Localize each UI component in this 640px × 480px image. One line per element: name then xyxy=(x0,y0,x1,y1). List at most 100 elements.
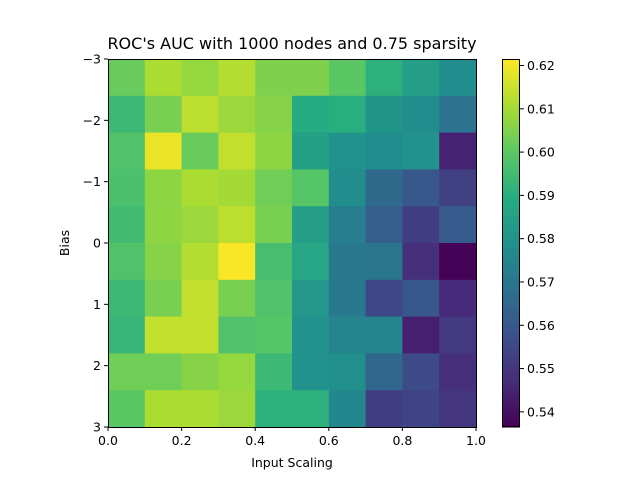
plot-frame xyxy=(108,59,477,428)
heatmap-cell xyxy=(218,132,256,170)
y-tick-label: −2 xyxy=(83,113,101,128)
colorbar-swatch xyxy=(502,67,520,72)
colorbar-swatch xyxy=(502,295,520,300)
heatmap-cell xyxy=(439,243,477,281)
colorbar-swatch xyxy=(502,247,520,252)
heatmap-cell xyxy=(292,316,330,354)
heatmap-cell xyxy=(402,279,440,318)
colorbar-swatch xyxy=(502,423,520,428)
x-tick-label: 0.0 xyxy=(98,433,118,448)
heatmap-cell xyxy=(255,279,293,318)
chart-title: ROC's AUC with 1000 nodes and 0.75 spars… xyxy=(107,34,476,53)
colorbar-swatch xyxy=(502,131,520,136)
heatmap-cell xyxy=(108,132,146,170)
colorbar-tick-label: 0.61 xyxy=(527,101,555,116)
y-tick-label: 3 xyxy=(93,420,101,435)
colorbar-swatch xyxy=(502,335,520,340)
colorbar-swatch xyxy=(502,99,520,104)
heatmap-cell xyxy=(402,132,440,170)
heatmap-cell xyxy=(439,206,477,244)
colorbar-tick-label: 0.55 xyxy=(527,361,555,376)
colorbar-swatch xyxy=(502,419,520,424)
heatmap-cell xyxy=(328,169,367,207)
colorbar-swatch xyxy=(502,403,520,408)
colorbar-swatch xyxy=(502,91,520,96)
colorbar-swatch xyxy=(502,71,520,76)
heatmap-cell xyxy=(328,132,367,170)
heatmap-cell xyxy=(402,169,440,207)
colorbar-swatch xyxy=(502,307,520,312)
colorbar-swatch xyxy=(502,87,520,92)
heatmap-cell xyxy=(108,279,146,318)
heatmap-cell xyxy=(144,353,183,391)
heatmap-cell xyxy=(181,390,219,428)
colorbar-swatch xyxy=(502,139,520,144)
heatmap-cell xyxy=(144,169,183,207)
colorbar-swatch xyxy=(502,399,520,404)
colorbar-swatch xyxy=(502,275,520,280)
colorbar-swatch xyxy=(502,195,520,200)
heatmap-cell xyxy=(108,59,146,97)
heatmap-cell xyxy=(402,390,440,428)
colorbar-swatch xyxy=(502,135,520,140)
colorbar-swatch xyxy=(502,315,520,320)
heatmap-cell xyxy=(144,59,183,97)
x-axis-label: Input Scaling xyxy=(251,455,333,470)
heatmap-cell xyxy=(181,59,219,97)
colorbar-swatch xyxy=(502,395,520,400)
heatmap-cell xyxy=(108,353,146,391)
heatmap-cell xyxy=(328,353,367,391)
heatmap-cell xyxy=(439,279,477,318)
colorbar-swatch xyxy=(502,391,520,396)
colorbar-tick-label: 0.57 xyxy=(527,274,555,289)
colorbar-swatch xyxy=(502,351,520,356)
heatmap-cell xyxy=(365,95,403,134)
colorbar-swatch xyxy=(502,311,520,316)
heatmap-cell xyxy=(292,243,330,281)
heatmap-cell xyxy=(255,59,293,97)
colorbar-swatch xyxy=(502,267,520,272)
heatmap-cell xyxy=(365,59,403,97)
colorbar-swatch xyxy=(502,387,520,392)
colorbar-swatch xyxy=(502,379,520,384)
colorbar-swatch xyxy=(502,319,520,324)
heatmap-cell xyxy=(181,316,219,354)
heatmap-cell xyxy=(181,169,219,207)
heatmap-cell xyxy=(328,279,367,318)
heatmap-cell xyxy=(365,169,403,207)
colorbar-swatch xyxy=(502,107,520,112)
colorbar-swatch xyxy=(502,199,520,204)
heatmap-cell xyxy=(218,59,256,97)
colorbar-swatch xyxy=(502,155,520,160)
heatmap-cell xyxy=(365,243,403,281)
colorbar-swatch xyxy=(502,123,520,128)
heatmap-cell xyxy=(292,279,330,318)
colorbar-swatch xyxy=(502,143,520,148)
colorbar-swatch xyxy=(502,83,520,88)
colorbar-swatch xyxy=(502,187,520,192)
x-tick-label: 0.8 xyxy=(392,433,412,448)
heatmap-cell xyxy=(255,243,293,281)
heatmap-cell xyxy=(402,206,440,244)
heatmap-cell xyxy=(402,243,440,281)
heatmap-cell xyxy=(328,243,367,281)
heatmap-cell xyxy=(439,316,477,354)
heatmap-cell xyxy=(439,353,477,391)
colorbar-swatch xyxy=(502,151,520,156)
heatmap-cell xyxy=(255,169,293,207)
heatmap-cell xyxy=(218,316,256,354)
heatmap-cell xyxy=(365,132,403,170)
heatmap-cell xyxy=(365,279,403,318)
heatmap-cell xyxy=(218,169,256,207)
colorbar-swatch xyxy=(502,179,520,184)
heatmap-cell xyxy=(292,132,330,170)
colorbar-swatch xyxy=(502,59,520,64)
colorbar-swatch xyxy=(502,163,520,168)
heatmap-cell xyxy=(144,132,183,170)
heatmap-cell xyxy=(108,206,146,244)
colorbar-swatch xyxy=(502,103,520,108)
colorbar-swatch xyxy=(502,323,520,328)
colorbar-swatch xyxy=(502,115,520,120)
heatmap-cell xyxy=(255,316,293,354)
heatmap-cell xyxy=(365,316,403,354)
